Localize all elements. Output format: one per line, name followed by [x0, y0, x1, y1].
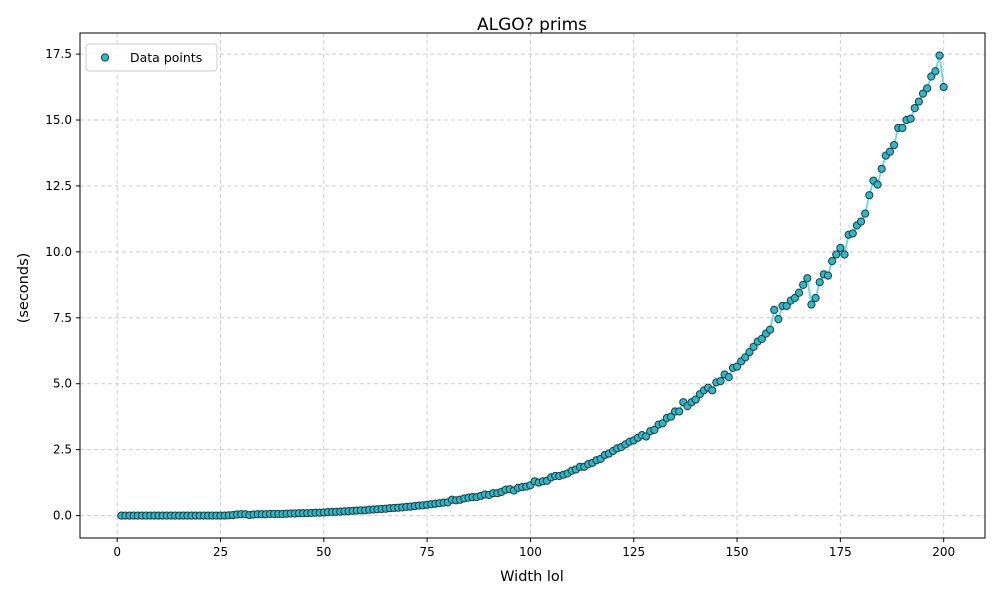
data-point — [732, 362, 742, 371]
y-tick-label: 12.5 — [45, 179, 72, 193]
data-point — [766, 325, 775, 334]
legend-marker — [100, 53, 110, 62]
data-point — [642, 432, 651, 441]
data-point — [898, 123, 907, 133]
data-point — [666, 412, 676, 421]
legend-box — [85, 43, 218, 72]
data-point — [650, 425, 659, 434]
data-point — [832, 250, 841, 259]
x-tick-label: 200 — [932, 545, 955, 559]
y-tick-label: 5.0 — [53, 377, 72, 391]
chart-title: ALGO? prims — [477, 15, 587, 35]
data-point — [757, 334, 766, 343]
data-point — [708, 386, 717, 395]
data-point — [675, 407, 684, 416]
data-point — [927, 72, 936, 81]
data-point — [935, 51, 944, 60]
x-tick-label: 0 — [113, 545, 121, 559]
data-point — [811, 293, 820, 303]
data-point — [848, 229, 857, 238]
data-point — [828, 257, 837, 266]
data-point — [749, 342, 758, 351]
data-point — [745, 347, 754, 357]
data-point — [836, 243, 845, 253]
data-points — [117, 51, 948, 520]
data-point — [815, 278, 824, 287]
data-point — [724, 373, 733, 382]
data-point — [931, 67, 940, 76]
y-tick-label: 2.5 — [53, 443, 72, 457]
data-point — [861, 209, 870, 218]
data-point — [885, 147, 895, 156]
y-tick-label: 15.0 — [45, 113, 72, 127]
y-tick-label: 10.0 — [45, 245, 72, 259]
data-point — [741, 353, 750, 362]
x-axis-ticks: 0 25 50 75 100 125 150 175 200 — [113, 538, 955, 559]
x-tick-label: 50 — [316, 545, 331, 559]
plot-frame — [79, 32, 986, 539]
data-point — [782, 301, 791, 311]
data-point — [877, 164, 886, 173]
x-tick-label: 125 — [622, 545, 645, 559]
x-tick-label: 175 — [829, 545, 852, 559]
y-axis-ticks: 0.0 2.5 5.0 7.5 10.0 12.5 15.0 17.5 — [45, 47, 80, 523]
data-point — [774, 315, 783, 324]
data-point — [873, 180, 882, 189]
data-point — [799, 280, 808, 289]
legend: Data points — [85, 43, 218, 72]
data-point — [840, 250, 849, 259]
data-point — [658, 419, 667, 428]
x-tick-label: 150 — [726, 545, 749, 559]
data-point — [906, 114, 915, 123]
data-point — [939, 82, 948, 92]
data-point — [790, 293, 800, 303]
x-tick-label: 25 — [213, 545, 228, 559]
data-point — [856, 217, 866, 226]
data-point — [803, 274, 812, 283]
data-point — [770, 305, 779, 314]
data-point — [794, 288, 804, 297]
data-point — [691, 395, 700, 404]
y-tick-label: 7.5 — [53, 311, 72, 325]
x-tick-label: 100 — [519, 545, 542, 559]
data-point — [923, 84, 932, 93]
x-axis-label: Width lol — [500, 569, 564, 585]
data-point — [716, 376, 725, 386]
data-point — [823, 271, 833, 280]
data-point — [865, 191, 874, 200]
x-tick-label: 75 — [419, 545, 434, 559]
data-point — [889, 140, 899, 150]
y-tick-label: 0.0 — [53, 509, 72, 523]
y-axis-label: (seconds) — [16, 253, 32, 324]
y-tick-label: 17.5 — [45, 47, 72, 61]
data-point — [914, 97, 923, 106]
data-point — [807, 300, 816, 309]
data-point — [910, 104, 919, 113]
legend-label: Data points — [130, 50, 202, 65]
data-point — [918, 89, 928, 98]
